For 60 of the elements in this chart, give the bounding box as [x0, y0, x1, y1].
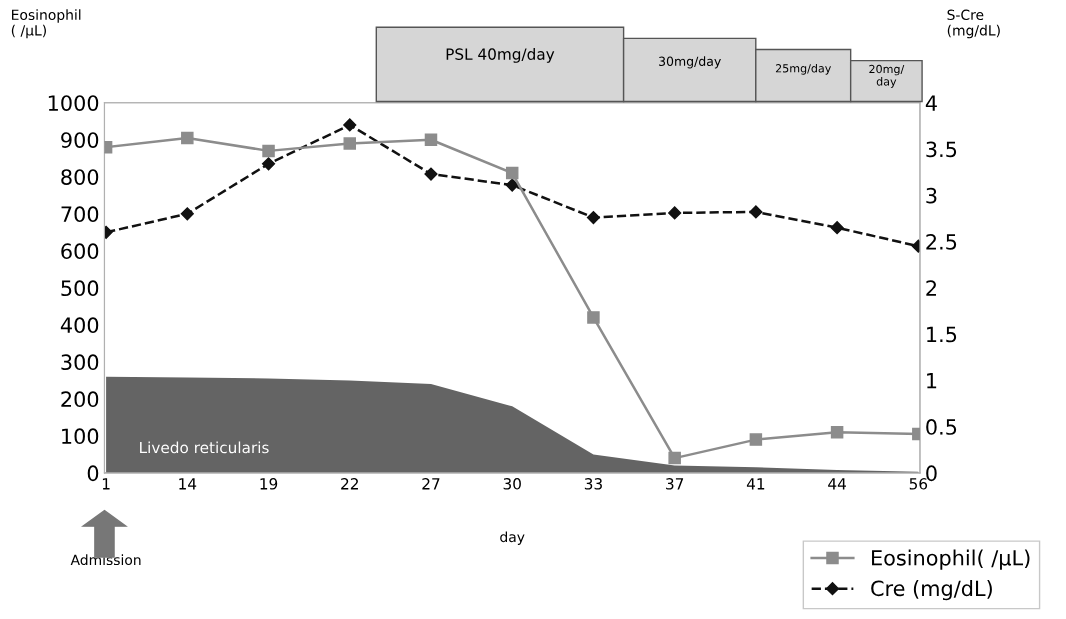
point	[262, 144, 275, 158]
x-tick-label: 22	[341, 478, 358, 490]
point	[668, 206, 682, 220]
point	[586, 210, 601, 225]
text: 25mg/day	[775, 63, 831, 75]
y-tick-label: 100	[62, 428, 99, 445]
point	[180, 207, 194, 221]
y2-tick-label: 4	[925, 95, 937, 111]
y-tick-label: 700	[61, 206, 99, 223]
x-axis-title: day	[500, 531, 525, 545]
x-tick-label: 56	[909, 478, 928, 490]
y-axis-title: Eosinophil ( /μL)	[11, 9, 81, 39]
x-tick-label: 30	[503, 478, 521, 490]
y-tick-label: 800	[61, 169, 99, 185]
x-tick-label: 37	[666, 478, 684, 490]
y2-tick-label: 0.5	[926, 419, 957, 435]
y2-tick-label: 2	[926, 280, 936, 296]
point	[181, 131, 194, 145]
y-tick-label: 1000	[48, 95, 99, 111]
series-label: Livedo reticularis	[140, 441, 269, 454]
point	[424, 133, 438, 147]
point	[668, 451, 681, 465]
point	[830, 425, 844, 439]
text: Admission	[70, 554, 141, 566]
y2-tick-label: 1	[927, 373, 937, 389]
legend-label: Eosinophil( /μL)	[872, 549, 1030, 570]
point	[261, 157, 276, 171]
x-tick-label: 33	[584, 478, 602, 490]
y2-tick-label: 2.5	[926, 234, 957, 250]
x-tick-label: 14	[179, 478, 197, 490]
y2-tick-label: 1.5	[927, 326, 957, 343]
point	[505, 178, 519, 192]
y-tick-label: 200	[61, 391, 99, 408]
point	[749, 433, 763, 446]
y-tick-label: 300	[61, 354, 99, 371]
x-tick-label: 1	[102, 478, 110, 490]
x-tick-label: 19	[260, 478, 278, 490]
text: 20mg/ day	[869, 64, 905, 88]
point	[505, 166, 519, 180]
point	[749, 205, 763, 219]
x-tick-label: 44	[828, 478, 846, 490]
x-tick-label: 27	[422, 478, 440, 490]
point	[424, 167, 438, 181]
point	[830, 221, 844, 235]
point	[343, 118, 357, 132]
y2-axis-title: S-Cre (mg/dL)	[947, 9, 1000, 39]
y-tick-label: 600	[61, 243, 99, 260]
text: 30mg/day	[659, 56, 721, 69]
y2-tick-label: 3.5	[926, 141, 957, 158]
y-tick-label: 900	[61, 132, 99, 148]
y-tick-label: 500	[61, 280, 99, 297]
y-tick-label: 0	[87, 465, 99, 482]
point	[587, 311, 600, 324]
text: PSL 40mg/day	[446, 48, 555, 63]
legend-label: Cre (mg/dL)	[871, 580, 992, 601]
y-tick-label: 400	[60, 317, 99, 334]
x-tick-label: 41	[746, 478, 765, 490]
point	[343, 137, 357, 150]
y2-tick-label: 0	[926, 465, 937, 482]
y2-tick-label: 3	[926, 187, 937, 204]
